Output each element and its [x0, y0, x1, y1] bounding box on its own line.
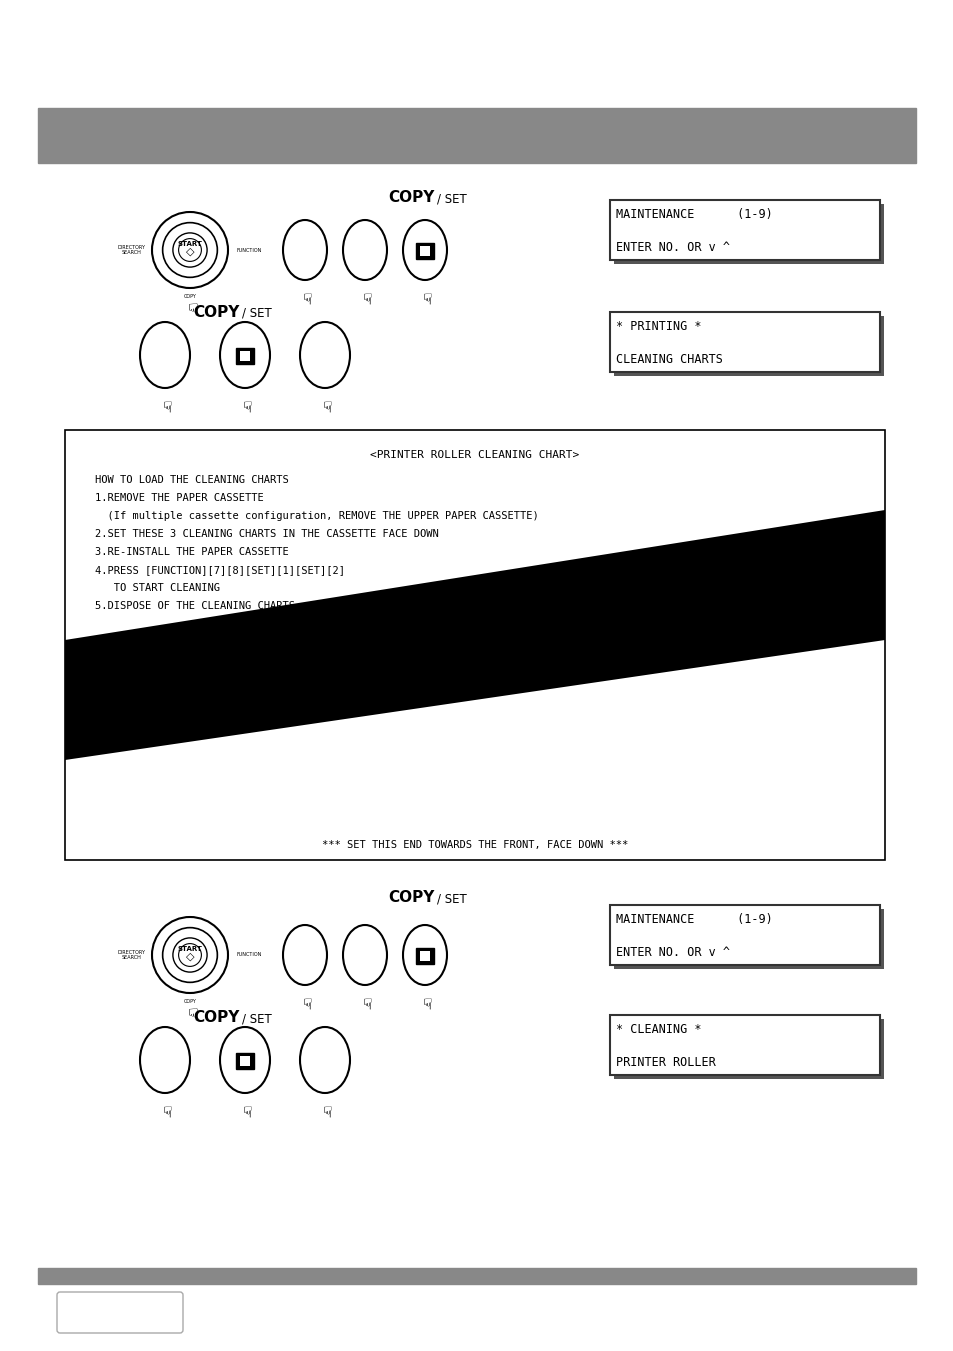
Text: ☞: ☞ [237, 1105, 253, 1119]
Text: HOW TO LOAD THE CLEANING CHARTS: HOW TO LOAD THE CLEANING CHARTS [95, 476, 289, 485]
Bar [38, 108, 915, 163]
Ellipse shape [152, 917, 228, 993]
Ellipse shape [172, 938, 207, 973]
FancyBboxPatch shape [609, 1015, 879, 1075]
Ellipse shape [402, 220, 447, 280]
Text: ☞: ☞ [357, 292, 372, 305]
FancyBboxPatch shape [419, 246, 430, 255]
FancyBboxPatch shape [609, 905, 879, 965]
FancyBboxPatch shape [57, 1292, 183, 1333]
Bar [38, 1269, 915, 1283]
Text: <PRINTER ROLLER CLEANING CHART>: <PRINTER ROLLER CLEANING CHART> [370, 450, 579, 459]
Ellipse shape [152, 212, 228, 288]
Text: ☞: ☞ [417, 292, 432, 305]
Text: DIRECTORY
SEARCH: DIRECTORY SEARCH [117, 245, 145, 255]
Ellipse shape [343, 925, 387, 985]
Text: ENTER NO. OR v ^: ENTER NO. OR v ^ [616, 946, 729, 959]
Text: *** SET THIS END TOWARDS THE FRONT, FACE DOWN ***: *** SET THIS END TOWARDS THE FRONT, FACE… [321, 840, 627, 850]
Ellipse shape [402, 925, 447, 985]
Text: 1.REMOVE THE PAPER CASSETTE: 1.REMOVE THE PAPER CASSETTE [95, 493, 263, 503]
Text: CLEANING CHARTS: CLEANING CHARTS [616, 353, 722, 366]
Ellipse shape [283, 220, 327, 280]
Text: ENTER NO. OR v ^: ENTER NO. OR v ^ [616, 240, 729, 254]
FancyBboxPatch shape [609, 312, 879, 372]
Text: ☞: ☞ [297, 997, 313, 1011]
Ellipse shape [343, 220, 387, 280]
Ellipse shape [140, 322, 190, 388]
FancyBboxPatch shape [65, 430, 884, 861]
Text: MAINTENANCE      (1-9): MAINTENANCE (1-9) [616, 913, 772, 925]
Polygon shape [65, 509, 884, 761]
Ellipse shape [299, 1027, 350, 1093]
Ellipse shape [140, 1027, 190, 1093]
Text: ☞: ☞ [297, 292, 313, 305]
Text: ☞: ☞ [417, 997, 432, 1011]
Text: ☞: ☞ [181, 1006, 199, 1021]
Ellipse shape [220, 322, 270, 388]
Text: 5.DISPOSE OF THE CLEANING CHARTS: 5.DISPOSE OF THE CLEANING CHARTS [95, 601, 294, 611]
Ellipse shape [172, 232, 207, 267]
Ellipse shape [299, 322, 350, 388]
FancyBboxPatch shape [240, 1056, 250, 1066]
FancyBboxPatch shape [614, 204, 883, 263]
Text: / SET: / SET [436, 892, 466, 905]
FancyBboxPatch shape [416, 948, 434, 965]
FancyBboxPatch shape [240, 351, 250, 361]
Ellipse shape [162, 223, 217, 277]
Text: FUNCTION: FUNCTION [236, 952, 261, 958]
Text: ☞: ☞ [317, 400, 333, 413]
Text: COPY: COPY [183, 293, 196, 299]
FancyBboxPatch shape [614, 316, 883, 376]
Text: ☞: ☞ [181, 303, 199, 317]
Text: START: START [177, 242, 202, 247]
Text: ☞: ☞ [157, 1105, 172, 1119]
FancyBboxPatch shape [419, 951, 430, 961]
Text: / SET: / SET [242, 1012, 272, 1025]
Text: / SET: / SET [436, 192, 466, 205]
Text: PRINTER ROLLER: PRINTER ROLLER [616, 1056, 715, 1069]
Text: ☞: ☞ [237, 400, 253, 413]
FancyBboxPatch shape [235, 1052, 253, 1069]
Text: / SET: / SET [242, 307, 272, 320]
Text: TO START CLEANING: TO START CLEANING [95, 584, 220, 593]
Text: COPY: COPY [193, 1011, 240, 1025]
Text: COPY: COPY [388, 190, 435, 205]
Text: FUNCTION: FUNCTION [236, 247, 261, 253]
Text: 4.PRESS [FUNCTION][7][8][SET][1][SET][2]: 4.PRESS [FUNCTION][7][8][SET][1][SET][2] [95, 565, 345, 576]
FancyBboxPatch shape [609, 200, 879, 259]
Text: ◇: ◇ [186, 247, 194, 257]
Ellipse shape [178, 239, 201, 261]
Text: START: START [177, 946, 202, 952]
Text: ◇: ◇ [186, 952, 194, 962]
FancyBboxPatch shape [416, 243, 434, 259]
Text: ☞: ☞ [357, 997, 372, 1011]
Ellipse shape [220, 1027, 270, 1093]
Ellipse shape [178, 943, 201, 966]
Text: ☞: ☞ [157, 400, 172, 413]
Text: ☞: ☞ [317, 1105, 333, 1119]
Text: (If multiple cassette configuration, REMOVE THE UPPER PAPER CASSETTE): (If multiple cassette configuration, REM… [95, 511, 538, 521]
Text: DIRECTORY
SEARCH: DIRECTORY SEARCH [117, 950, 145, 961]
Text: COPY: COPY [193, 305, 240, 320]
Text: * PRINTING *: * PRINTING * [616, 320, 700, 332]
FancyBboxPatch shape [614, 1019, 883, 1079]
Text: MAINTENANCE      (1-9): MAINTENANCE (1-9) [616, 208, 772, 222]
Text: * CLEANING *: * CLEANING * [616, 1023, 700, 1036]
Text: 3.RE-INSTALL THE PAPER CASSETTE: 3.RE-INSTALL THE PAPER CASSETTE [95, 547, 289, 557]
Text: 2.SET THESE 3 CLEANING CHARTS IN THE CASSETTE FACE DOWN: 2.SET THESE 3 CLEANING CHARTS IN THE CAS… [95, 530, 438, 539]
Ellipse shape [283, 925, 327, 985]
FancyBboxPatch shape [614, 909, 883, 969]
Ellipse shape [162, 928, 217, 982]
Text: COPY: COPY [183, 998, 196, 1004]
Text: COPY: COPY [388, 890, 435, 905]
FancyBboxPatch shape [235, 349, 253, 363]
